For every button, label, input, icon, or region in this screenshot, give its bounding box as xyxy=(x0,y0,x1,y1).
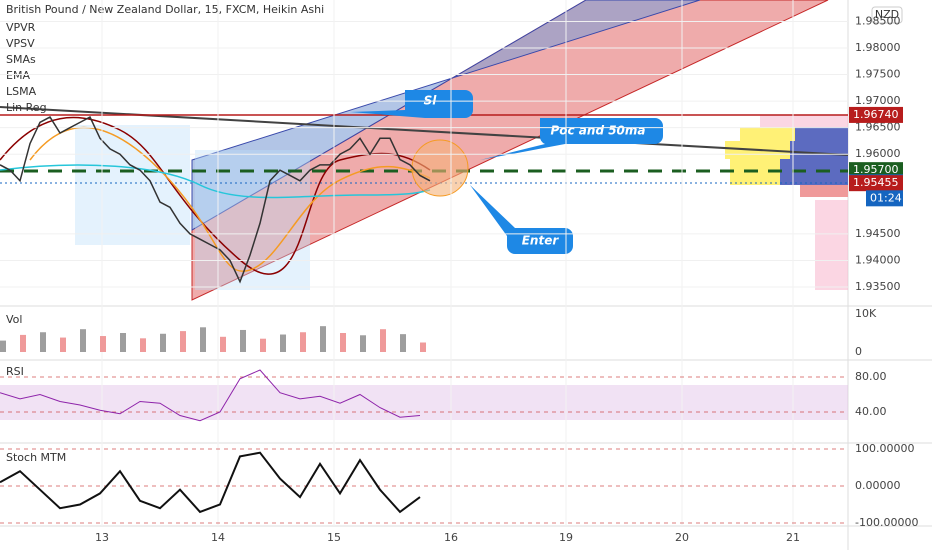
time-label: 19 xyxy=(559,531,573,544)
time-label: 20 xyxy=(675,531,689,544)
price-tick: 1.93500 xyxy=(855,280,901,293)
volume-bar xyxy=(180,331,186,352)
volume-bar xyxy=(260,338,266,352)
vpvr xyxy=(725,115,848,290)
stoch-line xyxy=(0,451,421,514)
time-label: 21 xyxy=(786,531,800,544)
entry-zone xyxy=(411,139,469,197)
volume-bar xyxy=(60,337,66,352)
indicator: SMAs xyxy=(6,53,36,66)
volume-bar xyxy=(280,334,286,352)
rsi-line xyxy=(0,369,421,422)
volume-bar xyxy=(420,342,426,352)
time-label: 15 xyxy=(327,531,341,544)
volume-bar xyxy=(0,340,6,352)
ema xyxy=(29,126,431,273)
bubble xyxy=(480,118,663,160)
price-tick: 1.94500 xyxy=(855,227,901,240)
indicator: Lin Reg xyxy=(6,101,47,114)
axis-tick: 10K xyxy=(855,307,877,320)
axis-tick: 80.00 xyxy=(855,370,887,383)
axis-tick: 0 xyxy=(855,345,862,358)
time-label: 16 xyxy=(444,531,458,544)
indicator: VPSV xyxy=(6,37,35,50)
countdown: 01:24 xyxy=(870,191,902,204)
price-label: 1.96740 xyxy=(853,108,899,121)
indicator-list: VPVR VPSV SMAs EMA LSMA Lin Reg xyxy=(6,21,47,114)
pane-label: RSI xyxy=(6,365,24,378)
volume-bar xyxy=(400,334,406,352)
price-tick: 1.98000 xyxy=(855,41,901,54)
price-label-box xyxy=(849,106,903,123)
lsma xyxy=(0,164,431,199)
price-tick: 1.96500 xyxy=(855,121,901,134)
price-tick: 1.96000 xyxy=(855,147,901,160)
volume-bar xyxy=(300,332,306,352)
price-label: 1.95455 xyxy=(853,176,899,189)
axis-tick: -100.00000 xyxy=(855,516,918,529)
volume-bar xyxy=(200,327,206,352)
content: 1.98500 1.98000 1.97500 1.97000 1.96500 1.960… xyxy=(0,0,918,544)
annotation: Poc and 50ma xyxy=(550,124,645,138)
volume-bar xyxy=(160,333,166,352)
indicator: EMA xyxy=(6,69,30,82)
volume-bar xyxy=(360,335,366,352)
currency[interactable]: NZD xyxy=(875,8,899,21)
bubble xyxy=(470,185,573,254)
price-tick: 1.94000 xyxy=(855,253,901,266)
annotation: Sl xyxy=(424,94,438,108)
axis-tick: 100.00000 xyxy=(855,442,915,455)
price-tick: 1.97500 xyxy=(855,68,901,81)
axis-tick: 0.00000 xyxy=(855,479,901,492)
profile-zone xyxy=(75,125,190,245)
volume-bar xyxy=(140,338,146,352)
axis-tick: 40.00 xyxy=(855,405,887,418)
volume-bar xyxy=(340,333,346,352)
volume-bar xyxy=(380,329,386,352)
volume-bar xyxy=(40,332,46,352)
volume-bar xyxy=(100,336,106,352)
price-line xyxy=(0,116,431,284)
pane-label: Stoch MTM xyxy=(6,451,66,464)
volume-bar xyxy=(20,334,26,352)
annotation: Enter xyxy=(522,234,560,248)
volume-bar xyxy=(120,333,126,352)
price-label: 1.95700 xyxy=(853,163,899,176)
profile-zone xyxy=(195,150,310,290)
pane-label: Vol xyxy=(6,313,22,326)
indicator: LSMA xyxy=(6,85,37,98)
bubble xyxy=(350,90,473,118)
countdown-box xyxy=(866,190,903,207)
volume-bar xyxy=(220,336,226,352)
volume-bar xyxy=(240,329,246,352)
price-tick: 1.98500 xyxy=(855,14,901,27)
volume-bar xyxy=(80,329,86,352)
time-label: 13 xyxy=(95,531,109,544)
indicator: VPVR xyxy=(6,21,36,34)
rsi-band xyxy=(0,385,848,420)
symbol-title: British Pound / New Zealand Dollar, 15, … xyxy=(6,3,324,16)
price-label-box xyxy=(849,175,903,192)
volume-bar xyxy=(320,326,326,352)
time-label: 14 xyxy=(211,531,225,544)
price-label-box xyxy=(849,162,903,179)
currency-box[interactable] xyxy=(871,6,903,24)
price-tick: 1.97000 xyxy=(855,94,901,107)
